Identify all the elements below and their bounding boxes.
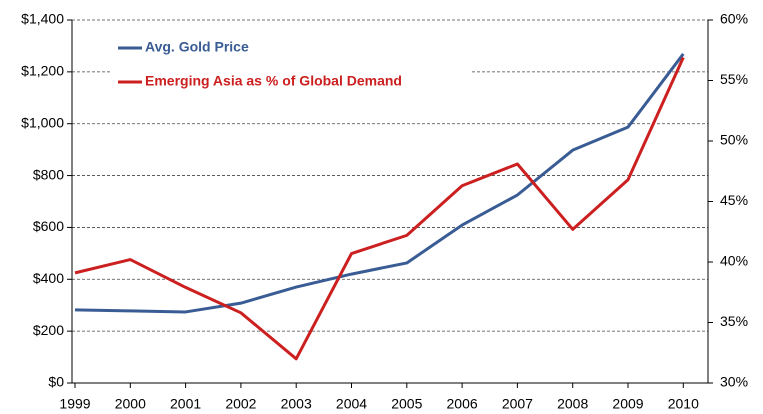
series-line xyxy=(74,53,685,314)
y-tick-label: $0 xyxy=(48,374,64,390)
x-tick-label: 2008 xyxy=(557,396,588,412)
y2-tick-label: 45% xyxy=(720,192,748,208)
series-line xyxy=(74,56,685,361)
x-tick-label: 2002 xyxy=(225,396,256,412)
y-tick-label: $200 xyxy=(33,322,64,338)
y-tick-label: $400 xyxy=(33,270,64,286)
legend-label: Emerging Asia as % of Global Demand xyxy=(145,73,402,89)
legend-box xyxy=(110,34,470,94)
x-tick-label: 2003 xyxy=(281,396,312,412)
y2-tick-label: 30% xyxy=(720,374,748,390)
y2-tick-label: 50% xyxy=(720,132,748,148)
y-tick-label: $800 xyxy=(33,166,64,182)
x-tick-label: 2006 xyxy=(447,396,478,412)
y-tick-label: $1,000 xyxy=(21,114,64,130)
x-tick-label: 2000 xyxy=(115,396,146,412)
x-tick-label: 1999 xyxy=(59,396,90,412)
x-tick-label: 2009 xyxy=(612,396,643,412)
x-tick-label: 2001 xyxy=(170,396,201,412)
x-tick-label: 2004 xyxy=(336,396,367,412)
y2-tick-label: 40% xyxy=(720,253,748,269)
y-tick-label: $1,400 xyxy=(21,11,64,27)
legend-label: Avg. Gold Price xyxy=(145,39,249,55)
y2-tick-label: 60% xyxy=(720,11,748,27)
x-tick-label: 2010 xyxy=(668,396,699,412)
x-tick-label: 2007 xyxy=(502,396,533,412)
y2-tick-label: 35% xyxy=(720,313,748,329)
x-tick-label: 2005 xyxy=(391,396,422,412)
y-tick-label: $1,200 xyxy=(21,63,64,79)
y-tick-label: $600 xyxy=(33,218,64,234)
y2-tick-label: 55% xyxy=(720,71,748,87)
